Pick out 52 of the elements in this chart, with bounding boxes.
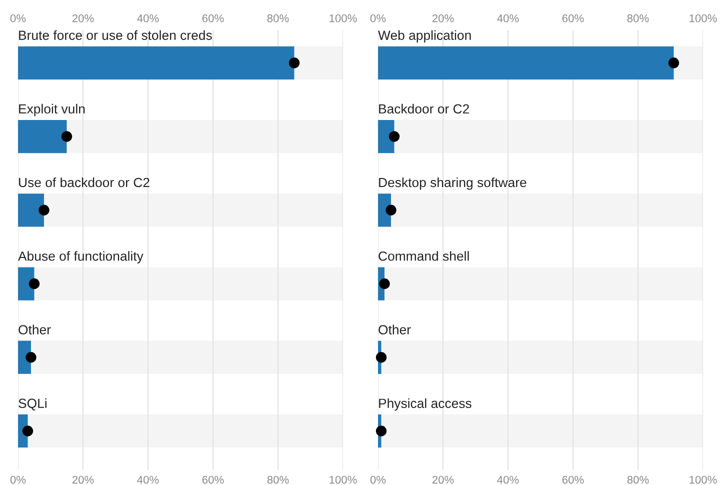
bar — [18, 267, 34, 300]
point — [38, 204, 50, 216]
point — [376, 426, 387, 436]
x2-tick-label: 80% — [627, 476, 649, 484]
bar — [18, 120, 67, 154]
bar — [18, 194, 44, 227]
x-tick-label: 100% — [690, 14, 717, 22]
point — [26, 352, 36, 363]
x2-tick-label: 60% — [202, 476, 224, 484]
x2-tick-label: 40% — [497, 476, 519, 484]
x2-tick-label: 100% — [330, 476, 357, 484]
x-tick-label: 20% — [432, 14, 454, 22]
point — [668, 58, 680, 68]
point — [388, 131, 400, 142]
y-tick-label: Brute force or use of stolen creds — [19, 30, 212, 40]
x-tick-label: 60% — [202, 14, 224, 22]
x-tick-label: 60% — [562, 14, 584, 22]
y-tick-label: Web application — [378, 30, 471, 43]
x2-tick-label: 80% — [267, 476, 289, 484]
y-tick-label: Physical access — [379, 398, 472, 411]
point — [386, 204, 396, 216]
point — [61, 131, 72, 142]
point — [288, 58, 300, 68]
point — [379, 278, 390, 290]
point — [22, 426, 34, 436]
x-tick-label: 40% — [497, 14, 519, 22]
x2-tick-label: 0% — [370, 476, 386, 484]
point — [376, 352, 387, 363]
x-tick-label: 80% — [267, 14, 289, 22]
y-tick-label: Backdoor or C2 — [379, 104, 470, 114]
y-tick-label: Other — [18, 324, 51, 334]
y-tick-label: SQLi — [18, 398, 46, 410]
y-tick-label: Exploit vuln — [19, 104, 85, 116]
x2-tick-label: 40% — [137, 476, 159, 484]
x-tick-label: 80% — [627, 14, 649, 22]
bar — [378, 120, 394, 154]
y-tick-label: Abuse of functionality — [18, 251, 144, 264]
point — [28, 278, 40, 290]
x-tick-label: 20% — [72, 14, 94, 22]
x2-tick-label: 20% — [432, 476, 454, 484]
x2-tick-label: 20% — [72, 476, 94, 484]
y-tick-label: Use of backdoor or C2 — [19, 177, 150, 188]
x2-tick-label: 60% — [562, 476, 584, 484]
x2-tick-label: 0% — [10, 476, 26, 484]
x-tick-label: 40% — [137, 14, 159, 22]
x-tick-label: 100% — [330, 14, 357, 22]
x-tick-label: 0% — [370, 14, 386, 22]
y-tick-label: Desktop sharing software — [379, 177, 526, 190]
y-tick-label: Other — [378, 324, 411, 334]
y-tick-label: Command shell — [378, 251, 469, 261]
x-tick-label: 0% — [10, 14, 26, 22]
x2-tick-label: 100% — [690, 476, 717, 484]
